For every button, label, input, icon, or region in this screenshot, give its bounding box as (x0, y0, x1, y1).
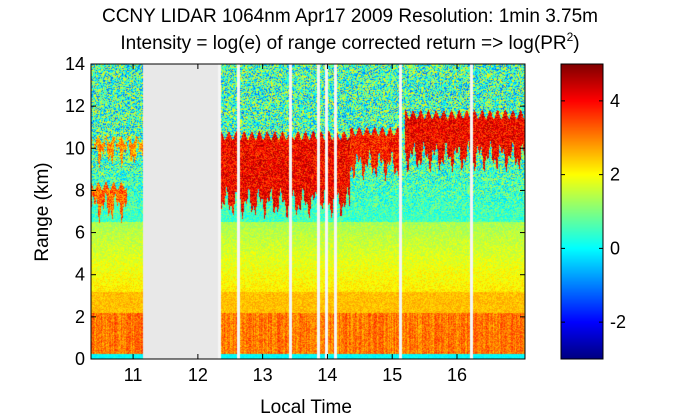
x-tick-label: 15 (382, 365, 402, 385)
x-tick-label: 11 (124, 365, 143, 385)
x-axis-ticks: 11 12 13 14 15 16 (124, 64, 467, 385)
y-axis-ticks: 0 2 4 6 8 10 12 14 (65, 54, 525, 369)
chart-title-line2: Intensity = log(e) of range corrected re… (120, 30, 579, 54)
x-tick-label: 14 (317, 365, 337, 385)
plot-frame (90, 63, 526, 360)
colorbar-frame (560, 63, 604, 360)
intensity-heatmap (91, 64, 525, 359)
y-axis-label: Range (km) (32, 162, 53, 261)
colorbar-tick-label: 4 (610, 91, 620, 111)
title-line2-superscript: 2 (567, 30, 574, 44)
x-tick-label: 13 (253, 365, 273, 385)
y-tick-label: 4 (75, 265, 85, 285)
plot-area (90, 63, 526, 360)
x-tick-label: 16 (447, 365, 467, 385)
colorbar-ticks: -2 0 2 4 (561, 91, 626, 332)
colorbar-tick-label: 0 (610, 238, 620, 258)
title-line2-prefix: Intensity = log(e) of range corrected re… (120, 33, 566, 54)
colorbar-gradient (561, 64, 603, 359)
chart-title-line1: CCNY LIDAR 1064nm Apr17 2009 Resolution:… (102, 6, 598, 27)
colorbar-tick-label: -2 (610, 312, 626, 332)
y-tick-label: 8 (75, 180, 85, 200)
colorbar-tick-label: 2 (610, 165, 620, 185)
y-tick-label: 14 (65, 54, 85, 74)
x-tick-label: 12 (188, 365, 208, 385)
colorbar: -2 0 2 4 (560, 63, 626, 360)
y-tick-label: 6 (75, 223, 85, 243)
title-line2-suffix: ) (573, 33, 579, 54)
x-axis-label: Local Time (260, 397, 352, 418)
y-tick-label: 12 (65, 96, 85, 116)
y-tick-label: 2 (75, 307, 85, 327)
y-tick-label: 10 (65, 138, 85, 158)
y-tick-label: 0 (75, 349, 85, 369)
